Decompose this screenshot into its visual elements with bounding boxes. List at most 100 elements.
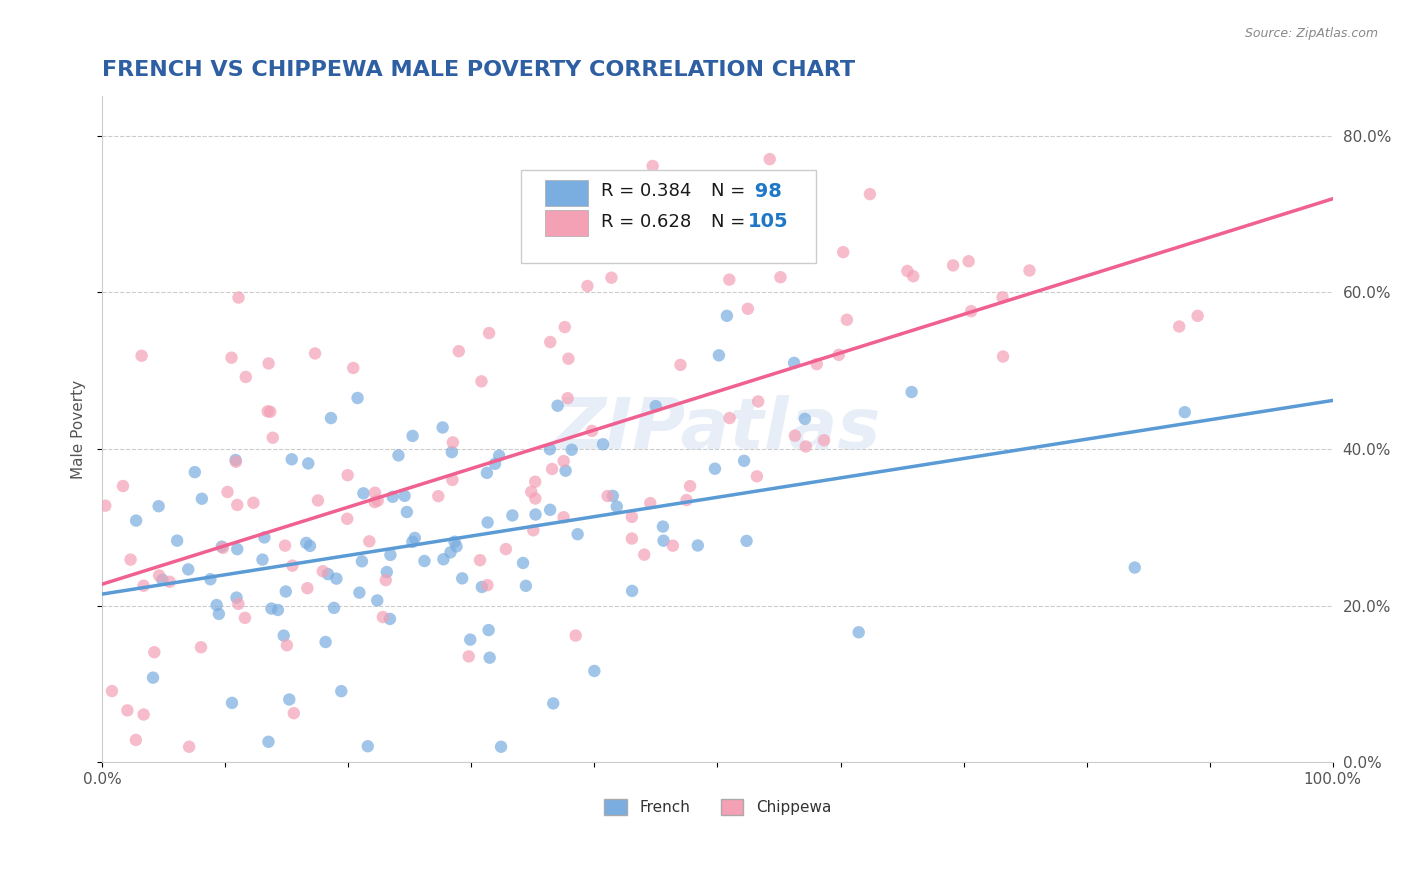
Point [111, 479, 134, 493]
Point [832, 245, 855, 260]
Text: 105: 105 [748, 212, 789, 231]
Point [835, 312, 858, 326]
Point [806, 357, 828, 371]
Point [297, 457, 319, 471]
Point [524, 491, 547, 506]
Point [94, 499, 117, 513]
Point [733, 454, 755, 468]
Point [364, 485, 387, 500]
Point [471, 580, 494, 594]
Point [737, 301, 759, 316]
Point [633, 548, 655, 562]
Point [478, 650, 501, 665]
Point [342, 361, 364, 376]
Point [557, 391, 579, 405]
Point [495, 542, 517, 557]
Point [401, 429, 423, 443]
Point [315, 635, 337, 649]
Point [319, 411, 342, 425]
Point [441, 473, 464, 487]
Text: FRENCH VS CHIPPEWA MALE POVERTY CORRELATION CHART: FRENCH VS CHIPPEWA MALE POVERTY CORRELAT… [103, 60, 855, 79]
Point [323, 600, 346, 615]
Point [150, 573, 173, 587]
Point [208, 607, 231, 621]
Point [557, 351, 579, 366]
Point [281, 558, 304, 573]
Point [242, 496, 264, 510]
Point [316, 567, 339, 582]
Point [561, 442, 583, 457]
Point [541, 697, 564, 711]
Point [274, 584, 297, 599]
Point [439, 545, 461, 559]
Point [350, 554, 373, 568]
Point [336, 468, 359, 483]
Point [217, 485, 239, 500]
Point [374, 573, 396, 587]
Point [662, 539, 685, 553]
Point [131, 349, 153, 363]
Point [307, 493, 329, 508]
Point [512, 556, 534, 570]
Point [446, 540, 468, 554]
Point [538, 334, 561, 349]
Point [783, 428, 806, 442]
Point [179, 739, 201, 754]
Point [716, 309, 738, 323]
Point [1187, 309, 1209, 323]
Text: 98: 98 [748, 181, 782, 201]
Point [395, 505, 418, 519]
Point [212, 541, 235, 555]
Point [330, 684, 353, 698]
Point [166, 533, 188, 548]
Point [718, 411, 741, 425]
Point [1174, 405, 1197, 419]
Point [489, 739, 512, 754]
Point [477, 578, 499, 592]
Point [783, 356, 806, 370]
Point [488, 449, 510, 463]
Point [468, 553, 491, 567]
Point [259, 405, 281, 419]
Point [349, 585, 371, 599]
Point [387, 449, 409, 463]
Point [942, 259, 965, 273]
Point [592, 437, 614, 451]
Point [359, 534, 381, 549]
Point [541, 462, 564, 476]
Point [547, 399, 569, 413]
Point [524, 475, 547, 489]
Point [267, 603, 290, 617]
Point [367, 493, 389, 508]
Point [312, 564, 335, 578]
Point [602, 489, 624, 503]
Point [828, 348, 851, 362]
Point [679, 479, 702, 493]
Point [283, 706, 305, 721]
FancyBboxPatch shape [546, 179, 588, 206]
Point [205, 598, 228, 612]
Point [524, 508, 547, 522]
Point [394, 489, 416, 503]
Point [447, 344, 470, 359]
Point [813, 434, 835, 448]
Point [957, 254, 980, 268]
FancyBboxPatch shape [546, 210, 588, 236]
Point [235, 370, 257, 384]
Point [191, 491, 214, 506]
Point [143, 645, 166, 659]
Point [538, 503, 561, 517]
Text: Source: ZipAtlas.com: Source: ZipAtlas.com [1244, 27, 1378, 40]
Point [451, 571, 474, 585]
Text: ZIPatlas: ZIPatlas [554, 395, 882, 464]
Point [252, 552, 274, 566]
Point [620, 532, 643, 546]
Point [554, 464, 576, 478]
Text: N =: N = [711, 212, 751, 231]
Point [583, 664, 606, 678]
Point [960, 304, 983, 318]
Point [458, 632, 481, 647]
Point [520, 484, 543, 499]
Point [381, 490, 404, 504]
Point [686, 539, 709, 553]
